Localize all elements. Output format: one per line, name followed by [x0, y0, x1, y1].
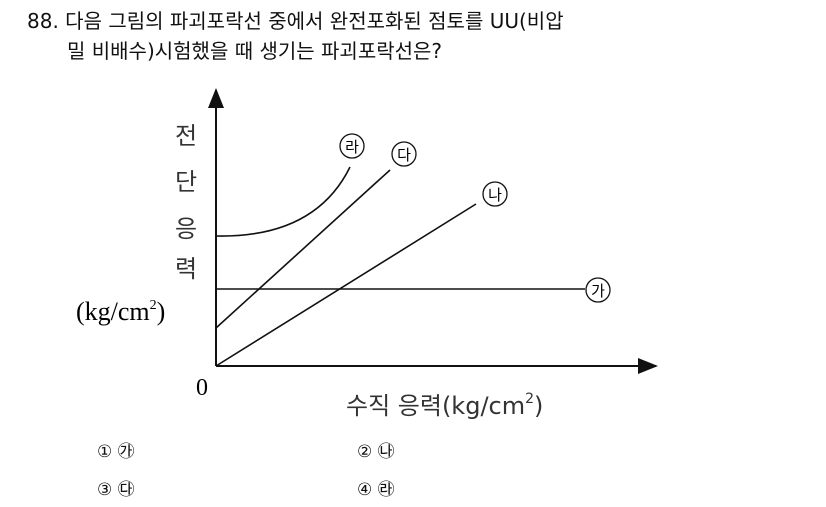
label-da: 다 — [391, 141, 417, 167]
svg-text:응: 응 — [175, 215, 197, 243]
y-axis-label: 전 단 응 력 — [175, 122, 197, 283]
envelope-ra — [215, 166, 351, 237]
y-axis-unit: (kg/cm2) — [76, 297, 165, 326]
question-text: 88. 다음 그림의 파괴포락선 중에서 완전포화된 점토를 UU(비압 밀 비… — [27, 6, 564, 66]
svg-text:단: 단 — [175, 168, 197, 196]
origin-label: 0 — [196, 375, 208, 401]
question-line-1: 다음 그림의 파괴포락선 중에서 완전포화된 점토를 UU(비압 — [65, 9, 564, 33]
question-line-2: 밀 비배수)시험했을 때 생기는 파괴포락선은? — [67, 39, 443, 63]
label-na: 나 — [482, 181, 508, 207]
svg-text:다: 다 — [397, 146, 411, 164]
svg-text:가: 가 — [591, 282, 605, 300]
svg-text:력: 력 — [175, 255, 197, 283]
label-ra: 라 — [339, 133, 365, 159]
svg-text:전: 전 — [175, 122, 197, 150]
question-number: 88. — [27, 9, 59, 33]
option-3[interactable]: ③ ㉰ — [97, 480, 135, 500]
option-1[interactable]: ① ㉮ — [97, 442, 135, 462]
option-4[interactable]: ④ ㉱ — [357, 480, 395, 500]
x-axis-label: 수직 응력(kg/cm2) — [346, 391, 543, 420]
svg-text:나: 나 — [488, 186, 502, 204]
option-2[interactable]: ② ㉯ — [357, 442, 395, 462]
envelope-na — [215, 203, 477, 367]
svg-text:라: 라 — [345, 138, 359, 156]
envelope-da — [215, 169, 391, 329]
label-ga: 가 — [585, 277, 611, 303]
